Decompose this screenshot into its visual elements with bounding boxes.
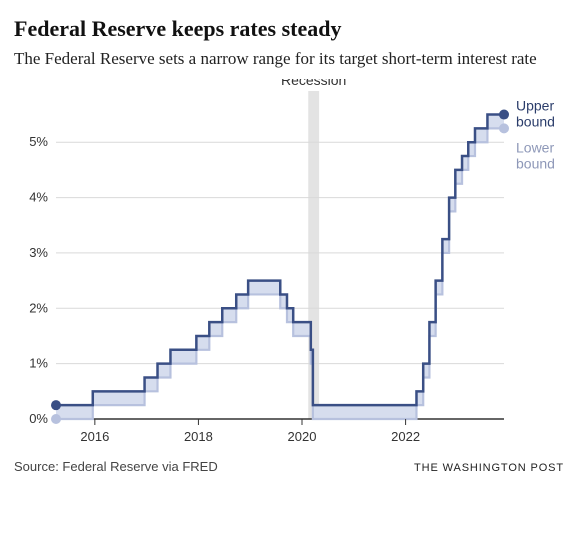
upper-end-marker — [499, 109, 509, 119]
rates-chart-svg: Recession 0% 1% 2% 3% 4% 5% 2016 2018 2020 2022 Upp… — [14, 79, 564, 449]
range-fill — [56, 114, 504, 418]
y-tick-label: 1% — [29, 356, 48, 371]
x-tick-label: 2018 — [184, 429, 213, 444]
upper-start-marker — [51, 400, 61, 410]
x-tick-label: 2022 — [391, 429, 420, 444]
lower-end-marker — [499, 123, 509, 133]
lower-bound-line — [56, 128, 504, 419]
legend-upper: Upperbound — [516, 97, 555, 129]
source-text: Source: Federal Reserve via FRED — [14, 459, 218, 474]
y-tick-label: 0% — [29, 411, 48, 426]
chart-area: Recession 0% 1% 2% 3% 4% 5% 2016 2018 2020 2022 Upp… — [14, 79, 564, 449]
chart-subtitle: The Federal Reserve sets a narrow range … — [14, 48, 564, 71]
chart-title: Federal Reserve keeps rates steady — [14, 16, 564, 42]
y-tick-label: 4% — [29, 190, 48, 205]
y-tick-label: 2% — [29, 300, 48, 315]
x-tick-label: 2016 — [80, 429, 109, 444]
recession-label: Recession — [281, 79, 346, 88]
legend-lower: Lowerbound — [516, 139, 555, 171]
brand-text: THE WASHINGTON POST — [414, 462, 564, 474]
upper-bound-line — [56, 114, 504, 405]
lower-start-marker — [51, 414, 61, 424]
y-tick-label: 3% — [29, 245, 48, 260]
x-tick-label: 2020 — [288, 429, 317, 444]
y-tick-label: 5% — [29, 134, 48, 149]
